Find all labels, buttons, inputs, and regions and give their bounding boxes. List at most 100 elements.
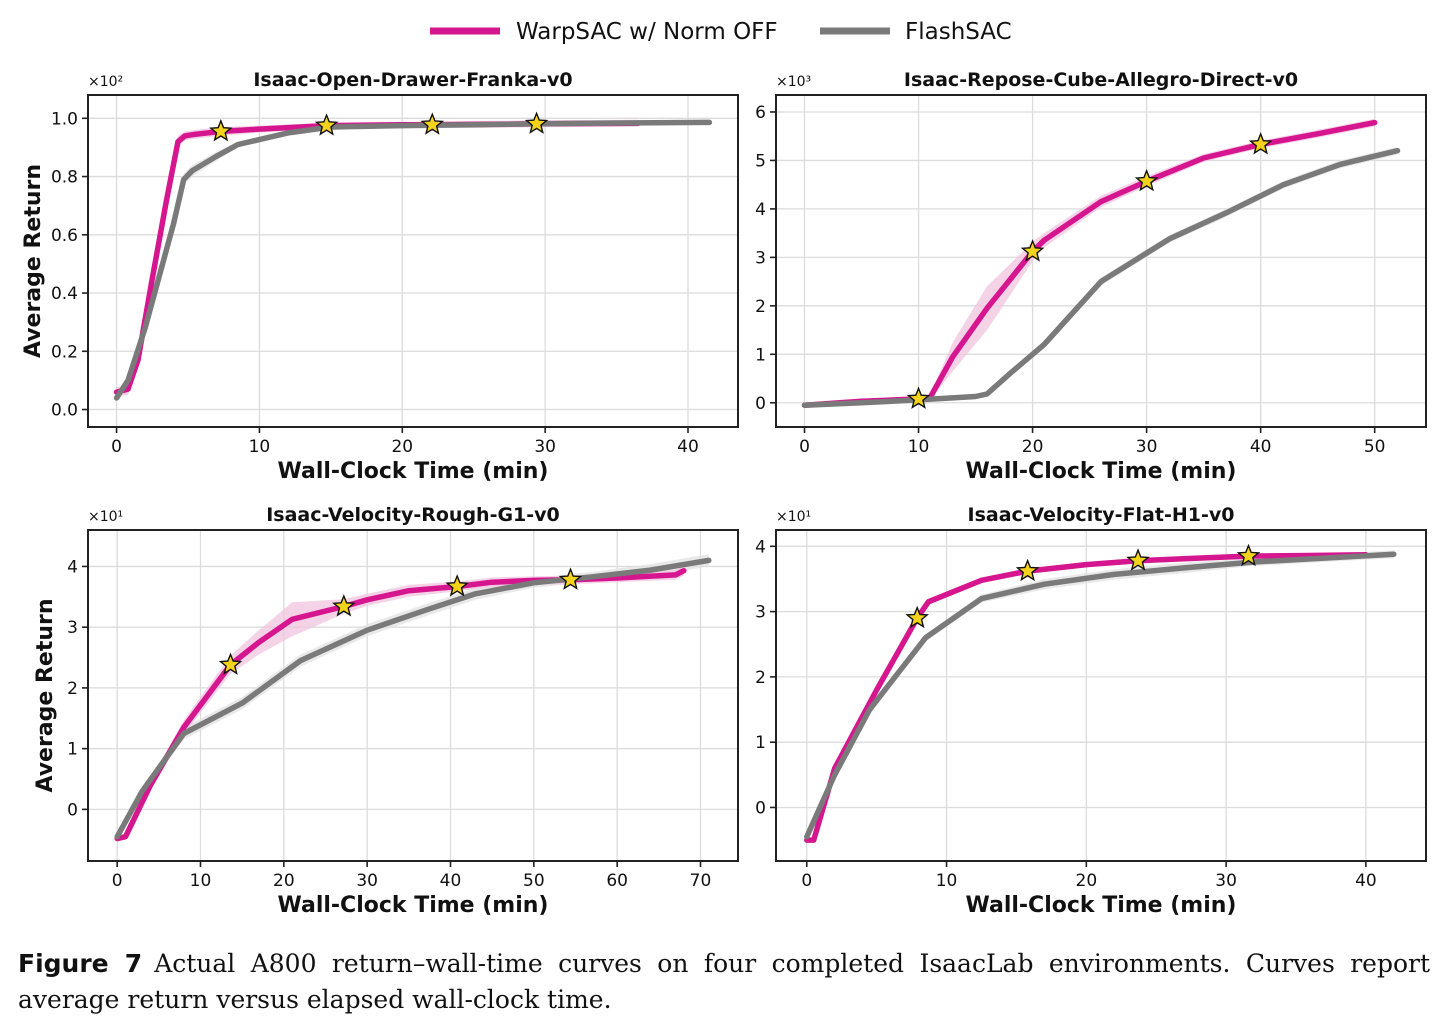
legend-label-flashsac: FlashSAC xyxy=(905,19,1012,45)
x-tick-label: 40 xyxy=(1355,871,1377,891)
y-tick-label: 0.8 xyxy=(51,168,78,188)
star-marker xyxy=(905,605,929,629)
caption-text: Actual A800 return–wall-time curves on f… xyxy=(18,949,1430,1014)
y-tick-label: 0 xyxy=(755,394,766,414)
x-tick-label: 30 xyxy=(1136,437,1158,457)
y-tick-label: 4 xyxy=(755,537,766,557)
series-band-flashsac xyxy=(117,554,709,840)
series-line-warpsac xyxy=(804,552,1369,843)
x-tick-label: 60 xyxy=(606,871,628,891)
chart-title: Isaac-Velocity-Flat-H1-v0 xyxy=(968,504,1235,526)
chart-title: Isaac-Velocity-Rough-G1-v0 xyxy=(266,504,560,526)
chart-title: Isaac-Repose-Cube-Allegro-Direct-v0 xyxy=(904,69,1298,91)
star-marker xyxy=(906,386,931,409)
x-tick-label: 10 xyxy=(936,871,958,891)
chart-panel-2: 0 10 20 30 40 50 0 1 2 3 4 5 6 ×10³ Isaac-Repose-Cube-… xyxy=(755,69,1427,484)
y-tick-label: 1 xyxy=(755,345,766,365)
y-axis-label: Average Return xyxy=(33,598,58,792)
legend-label-warpsac: WarpSAC w/ Norm OFF xyxy=(516,19,778,45)
star-marker xyxy=(1236,543,1261,567)
x-axis-label: Wall-Clock Time (min) xyxy=(278,459,549,484)
star-marker xyxy=(314,113,339,136)
legend: WarpSAC w/ Norm OFF FlashSAC xyxy=(430,19,1012,45)
x-tick-label: 40 xyxy=(1250,437,1272,457)
figure: WarpSAC w/ Norm OFF FlashSAC 0 10 20 30 400.… xyxy=(21,19,1427,918)
x-tick-label: 20 xyxy=(1022,437,1044,457)
x-tick-label: 0 xyxy=(111,437,122,457)
x-axis-label: Wall-Clock Time (min) xyxy=(966,459,1237,484)
x-tick-label: 50 xyxy=(523,871,545,891)
x-axis-label: Wall-Clock Time (min) xyxy=(278,893,549,918)
y-multiplier: ×10² xyxy=(88,74,123,90)
x-tick-label: 30 xyxy=(534,437,556,457)
x-tick-label: 40 xyxy=(440,871,462,891)
series-line-warpsac xyxy=(114,567,687,842)
chart-panel-1: 0 10 20 30 40 0.0 0.2 0.4 0.6 0.8 1.0 ×10² Isaac-Ope… xyxy=(21,69,739,484)
series-line-warpsac xyxy=(801,119,1378,408)
series-line-flashsac xyxy=(114,557,712,840)
x-tick-label: 0 xyxy=(112,871,123,891)
y-tick-label: 0 xyxy=(67,800,78,820)
star-marker xyxy=(218,652,243,675)
y-tick-label: 0.0 xyxy=(51,401,78,421)
series-band-warpsac xyxy=(116,119,639,397)
x-tick-label: 20 xyxy=(1076,871,1098,891)
series-band-warpsac xyxy=(804,118,1375,407)
star-marker xyxy=(420,112,445,135)
y-tick-label: 3 xyxy=(755,603,766,623)
star-marker xyxy=(524,111,549,134)
x-tick-label: 20 xyxy=(273,871,295,891)
x-tick-label: 30 xyxy=(1215,871,1237,891)
x-tick-label: 70 xyxy=(690,871,712,891)
y-axis-label: Average Return xyxy=(21,164,46,358)
star-marker xyxy=(1020,239,1045,262)
x-tick-label: 40 xyxy=(677,437,699,457)
plot-frame xyxy=(87,94,739,428)
star-marker xyxy=(1126,548,1150,571)
star-marker xyxy=(332,594,356,617)
y-tick-label: 3 xyxy=(755,248,766,268)
series-band-warpsac xyxy=(117,565,684,841)
series-line-flashsac xyxy=(113,119,713,401)
x-tick-label: 20 xyxy=(391,437,413,457)
y-tick-label: 0.6 xyxy=(51,226,78,246)
x-tick-label: 50 xyxy=(1364,437,1386,457)
y-tick-label: 4 xyxy=(755,200,766,220)
series-band-flashsac xyxy=(804,146,1398,407)
y-tick-label: 0.2 xyxy=(51,342,78,362)
plot-frame xyxy=(775,94,1427,428)
x-tick-label: 0 xyxy=(801,871,812,891)
plot-frame xyxy=(775,529,1427,862)
x-tick-label: 10 xyxy=(249,437,271,457)
y-tick-label: 2 xyxy=(67,679,78,699)
y-tick-label: 1.0 xyxy=(51,109,78,129)
x-tick-label: 10 xyxy=(908,437,930,457)
y-multiplier: ×10¹ xyxy=(88,509,123,525)
chart-title: Isaac-Open-Drawer-Franka-v0 xyxy=(253,69,572,91)
chart-panel-4: 0 10 20 30 40 0 1 2 3 4 ×10¹ Isaac-Velocity-Flat-H1… xyxy=(755,504,1427,918)
y-tick-label: 1 xyxy=(67,740,78,760)
x-tick-label: 0 xyxy=(799,437,810,457)
series-line-flashsac xyxy=(804,551,1397,840)
star-marker xyxy=(558,567,583,590)
star-marker xyxy=(209,119,233,142)
star-marker xyxy=(1134,168,1159,192)
chart-panel-3: 0 10 20 30 40 50 60 70 0 1 2 3 4 ×10¹ Isaac-Velocity-R… xyxy=(33,504,739,918)
y-multiplier: ×10¹ xyxy=(776,509,811,525)
caption-label: Figure 7 xyxy=(18,949,143,978)
y-tick-label: 2 xyxy=(755,668,766,688)
y-tick-label: 2 xyxy=(755,297,766,317)
y-tick-label: 6 xyxy=(755,103,766,123)
y-tick-label: 0 xyxy=(755,798,766,818)
y-tick-label: 0.4 xyxy=(51,284,78,304)
y-tick-label: 3 xyxy=(67,618,78,638)
x-axis-label: Wall-Clock Time (min) xyxy=(966,893,1237,918)
series-band-flashsac xyxy=(806,550,1394,839)
figure-caption: Figure 7 Actual A800 return–wall-time cur… xyxy=(18,946,1430,1018)
x-tick-label: 10 xyxy=(190,871,212,891)
y-multiplier: ×10³ xyxy=(776,74,811,90)
y-tick-label: 5 xyxy=(755,151,766,171)
star-marker xyxy=(1015,558,1040,582)
plot-frame xyxy=(87,529,739,862)
y-tick-label: 4 xyxy=(67,557,78,577)
